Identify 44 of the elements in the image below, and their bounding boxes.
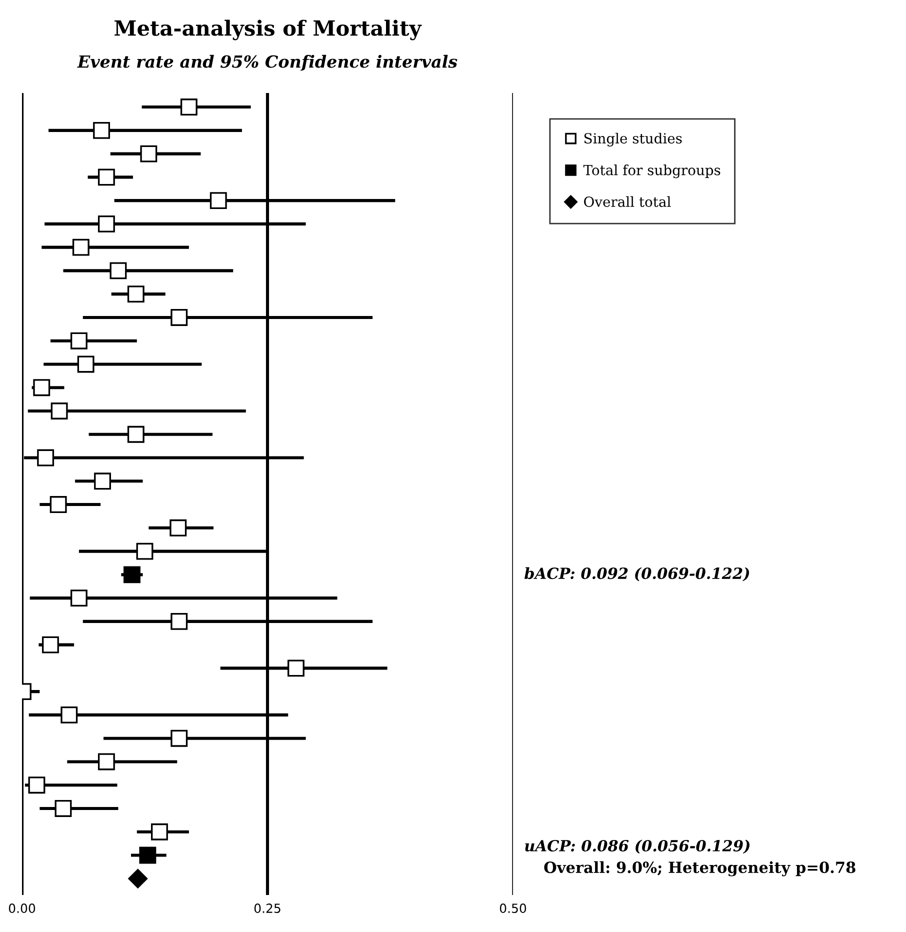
x-tick-label: 0.25 (254, 904, 280, 914)
point (170, 308, 188, 326)
text: Overall: 9.0%; Heterogeneity p=0.78 (544, 861, 856, 876)
point (136, 542, 154, 560)
point (110, 262, 127, 280)
point (42, 636, 59, 654)
legend-label: Overall total (584, 196, 671, 207)
point (28, 776, 46, 794)
chart-title: Meta-analysis of Mortality (114, 20, 422, 40)
legend-label: Total for subgroups (583, 164, 720, 178)
point (180, 98, 198, 116)
point (70, 332, 88, 350)
chart-subtitle: Event rate and 95% Confidence intervals (77, 54, 458, 71)
text: uACP: 0.086 (0.056-0.129) (525, 840, 750, 854)
point (170, 730, 188, 747)
point (170, 612, 188, 630)
x-tick-label: 0.50 (500, 904, 526, 914)
text: bACP: 0.092 (0.069-0.122) (524, 567, 750, 582)
point (98, 753, 115, 770)
point (124, 566, 140, 584)
point (60, 706, 78, 724)
point (50, 402, 68, 420)
point (94, 472, 111, 490)
point (151, 823, 168, 840)
point (93, 122, 110, 139)
point (50, 496, 67, 513)
point (33, 379, 50, 396)
x-tick-label: 0.00 (8, 904, 36, 914)
point (127, 426, 144, 443)
point (288, 660, 304, 677)
point (77, 356, 94, 373)
point (140, 145, 158, 162)
point (72, 238, 90, 256)
point (98, 215, 115, 232)
point (127, 286, 144, 303)
point (128, 868, 148, 888)
legend-label: Single studies (584, 132, 682, 146)
point (37, 449, 54, 466)
point (98, 168, 115, 186)
point (170, 519, 187, 536)
point (210, 192, 227, 210)
point (54, 800, 72, 817)
point (70, 590, 88, 607)
point (139, 846, 156, 864)
